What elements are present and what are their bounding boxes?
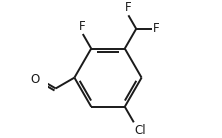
Text: O: O (30, 73, 40, 86)
Text: Cl: Cl (135, 124, 146, 136)
Text: F: F (153, 22, 160, 35)
Text: F: F (125, 1, 131, 14)
Text: F: F (79, 20, 85, 33)
